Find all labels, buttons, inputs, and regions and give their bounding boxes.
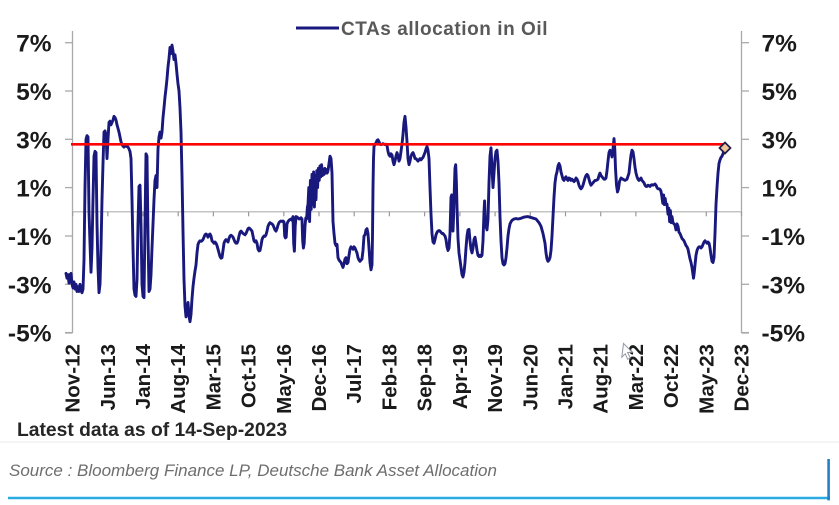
- svg-text:Jan-21: Jan-21: [555, 344, 578, 409]
- svg-text:-1%: -1%: [762, 224, 806, 251]
- svg-text:Dec-16: Dec-16: [308, 344, 331, 412]
- svg-text:Jun-13: Jun-13: [97, 344, 120, 410]
- svg-text:Jan-14: Jan-14: [132, 343, 155, 409]
- svg-text:Nov-12: Nov-12: [62, 344, 85, 413]
- svg-text:Jul-17: Jul-17: [343, 344, 366, 404]
- svg-text:-1%: -1%: [8, 224, 52, 251]
- svg-text:3%: 3%: [16, 127, 52, 154]
- svg-text:Feb-18: Feb-18: [378, 344, 401, 410]
- svg-text:Aug-14: Aug-14: [167, 343, 190, 413]
- svg-text:-3%: -3%: [762, 272, 806, 299]
- svg-text:Jun-20: Jun-20: [519, 344, 542, 410]
- svg-text:Source : Bloomberg Finance LP,: Source : Bloomberg Finance LP, Deutsche …: [9, 461, 497, 480]
- svg-text:7%: 7%: [16, 31, 52, 58]
- svg-text:May-23: May-23: [695, 344, 718, 414]
- svg-text:Mar-22: Mar-22: [625, 344, 648, 410]
- svg-text:May-16: May-16: [273, 344, 296, 414]
- svg-text:Aug-21: Aug-21: [590, 344, 613, 414]
- svg-text:5%: 5%: [16, 79, 52, 106]
- svg-text:CTAs allocation in Oil: CTAs allocation in Oil: [341, 19, 548, 40]
- svg-text:7%: 7%: [762, 31, 798, 58]
- svg-text:3%: 3%: [762, 127, 798, 154]
- svg-text:Oct-15: Oct-15: [238, 344, 261, 408]
- svg-text:Nov-19: Nov-19: [484, 344, 507, 413]
- svg-text:1%: 1%: [762, 176, 798, 203]
- svg-text:Mar-15: Mar-15: [202, 344, 225, 410]
- svg-text:Sep-18: Sep-18: [414, 344, 437, 412]
- svg-text:-5%: -5%: [8, 321, 52, 348]
- svg-text:1%: 1%: [16, 176, 52, 203]
- svg-text:Apr-19: Apr-19: [449, 344, 472, 409]
- svg-text:5%: 5%: [762, 79, 798, 106]
- svg-text:Latest data as of 14-Sep-2023: Latest data as of 14-Sep-2023: [17, 420, 287, 441]
- svg-text:-5%: -5%: [762, 321, 806, 348]
- svg-text:Dec-23: Dec-23: [731, 344, 754, 412]
- svg-text:Oct-22: Oct-22: [660, 344, 683, 408]
- svg-text:-3%: -3%: [8, 272, 52, 299]
